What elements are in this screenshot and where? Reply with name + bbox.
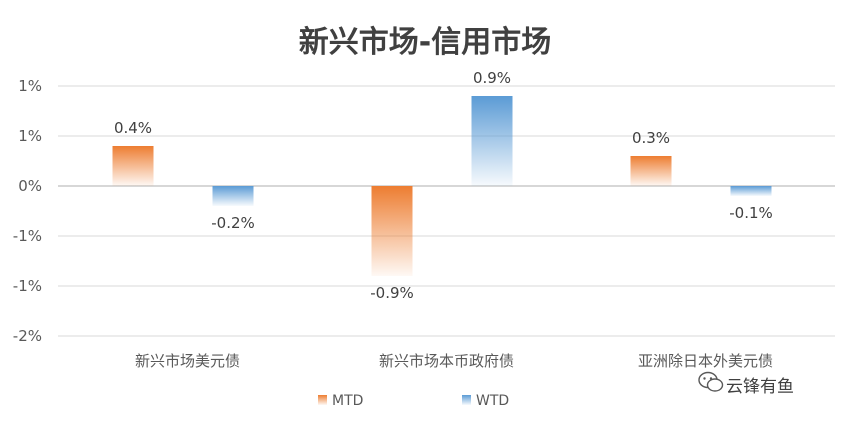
category-label: 新兴市场美元债 xyxy=(135,352,240,370)
bar-mtd xyxy=(112,146,154,186)
y-tick-label: 1% xyxy=(18,127,42,145)
data-label: 0.4% xyxy=(114,119,152,137)
legend-label-mtd: MTD xyxy=(332,393,363,409)
legend-swatch-mtd xyxy=(318,395,327,405)
y-axis-ticks: 1% 1% 0% -1% -1% -2% xyxy=(13,77,42,345)
gridlines xyxy=(58,85,835,337)
data-label: 0.3% xyxy=(632,129,670,147)
y-tick-label: 1% xyxy=(18,77,42,95)
watermark-text: 云锋有鱼 xyxy=(726,377,794,397)
category-label: 亚洲除日本外美元债 xyxy=(638,352,773,370)
data-labels: 0.4% -0.2% -0.9% 0.9% 0.3% -0.1% xyxy=(114,69,773,302)
bars xyxy=(112,96,772,276)
y-tick-label: 0% xyxy=(18,177,42,195)
bar-wtd xyxy=(212,186,254,206)
chart-title: 新兴市场-信用市场 xyxy=(299,25,551,60)
data-label: -0.9% xyxy=(370,284,414,302)
watermark: 云锋有鱼 xyxy=(698,371,794,397)
legend: MTD WTD xyxy=(318,393,509,409)
data-label: 0.9% xyxy=(473,69,511,87)
legend-swatch-wtd xyxy=(462,395,471,405)
bar-wtd xyxy=(730,186,772,196)
category-labels: 新兴市场美元债 新兴市场本币政府债 亚洲除日本外美元债 xyxy=(135,352,773,370)
y-tick-label: -1% xyxy=(13,277,42,295)
data-label: -0.1% xyxy=(729,204,773,222)
bar-mtd xyxy=(371,186,413,276)
legend-label-wtd: WTD xyxy=(476,393,509,409)
y-tick-label: -2% xyxy=(13,327,42,345)
wechat-icon xyxy=(698,371,724,392)
y-tick-label: -1% xyxy=(13,227,42,245)
category-label: 新兴市场本币政府债 xyxy=(379,352,514,370)
bar-mtd xyxy=(630,156,672,186)
data-label: -0.2% xyxy=(211,214,255,232)
bar-wtd xyxy=(471,96,513,186)
